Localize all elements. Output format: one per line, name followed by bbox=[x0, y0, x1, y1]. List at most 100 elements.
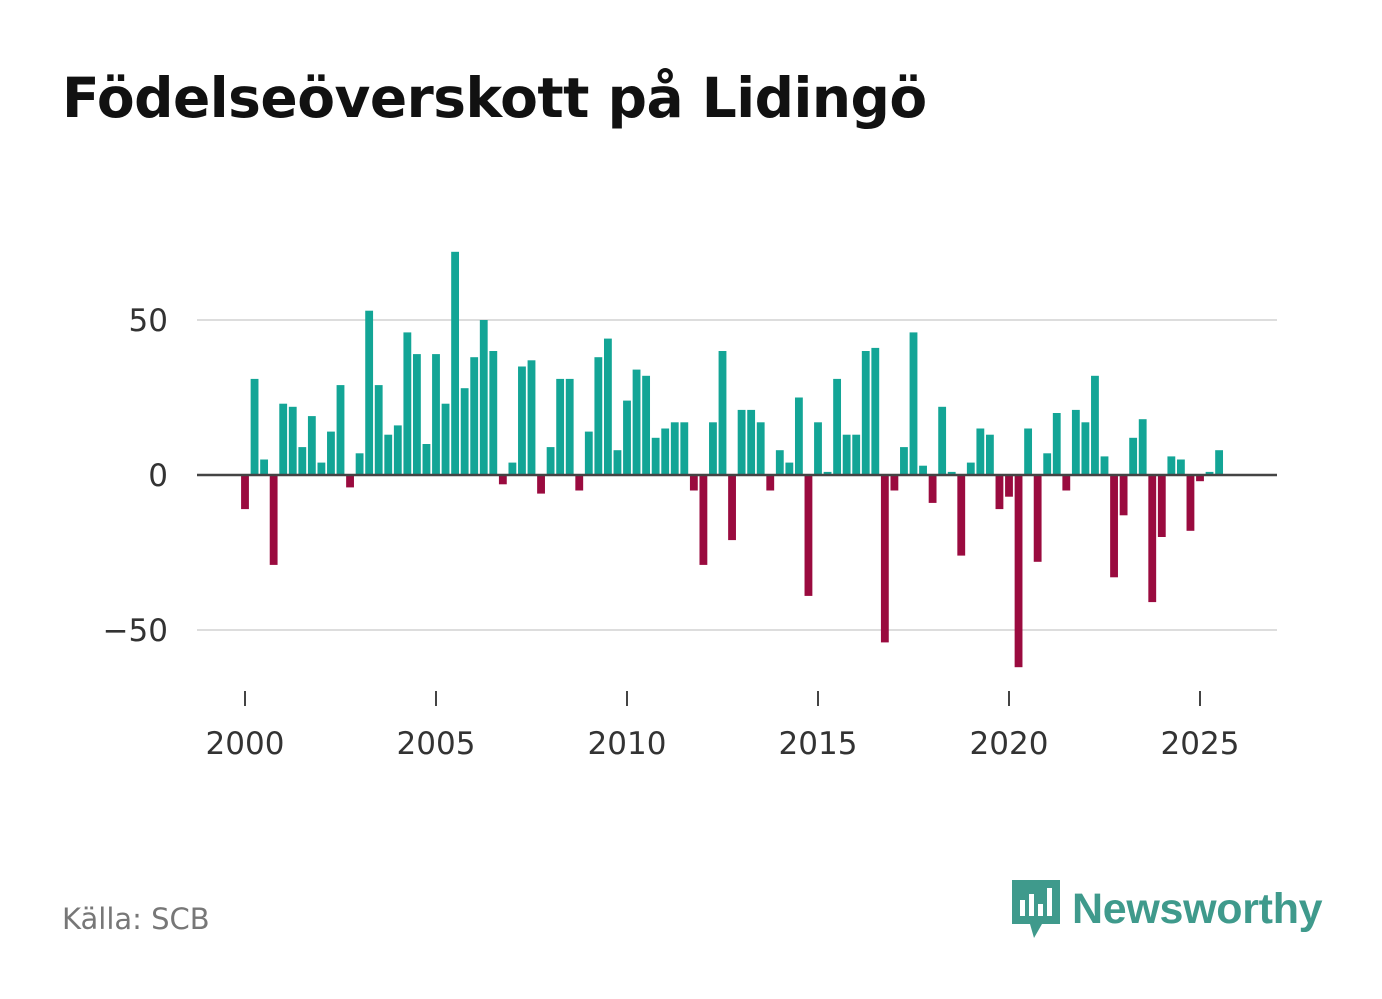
bar bbox=[613, 450, 622, 475]
bar bbox=[880, 475, 889, 643]
bar bbox=[1043, 453, 1052, 475]
bar bbox=[498, 475, 507, 485]
bar bbox=[479, 320, 488, 475]
x-tick-label: 2000 bbox=[206, 726, 285, 762]
bar bbox=[775, 450, 784, 475]
newsworthy-logo-icon bbox=[1012, 880, 1060, 938]
bar bbox=[689, 475, 698, 491]
bar bbox=[670, 422, 679, 475]
bar bbox=[288, 406, 297, 475]
bar bbox=[995, 475, 1004, 510]
bar bbox=[575, 475, 584, 491]
bar bbox=[632, 369, 641, 475]
x-tick-label: 2005 bbox=[397, 726, 476, 762]
bar bbox=[374, 385, 383, 475]
y-tick-label: 50 bbox=[129, 303, 168, 339]
bar bbox=[823, 471, 832, 475]
bar bbox=[1071, 409, 1080, 475]
bar bbox=[756, 422, 765, 475]
bar bbox=[1052, 413, 1061, 475]
bar bbox=[1062, 475, 1071, 491]
bar bbox=[642, 375, 651, 475]
bar bbox=[489, 351, 498, 475]
bar bbox=[346, 475, 354, 488]
bar bbox=[470, 357, 479, 475]
bar bbox=[1024, 428, 1033, 475]
bar bbox=[1081, 422, 1090, 475]
bar bbox=[976, 428, 985, 475]
bar bbox=[1157, 475, 1166, 537]
brand-logo[interactable]: Newsworthy bbox=[1010, 878, 1323, 940]
x-tick-label: 2010 bbox=[588, 726, 667, 762]
bar bbox=[365, 310, 374, 475]
bar bbox=[279, 403, 288, 475]
chart-title: Födelseöverskott på Lidingö bbox=[62, 66, 927, 130]
bar bbox=[861, 351, 870, 475]
bar bbox=[900, 447, 908, 475]
bar bbox=[1167, 456, 1176, 475]
bar bbox=[269, 475, 278, 565]
bar bbox=[804, 475, 813, 596]
bar bbox=[546, 447, 555, 475]
bar bbox=[317, 462, 326, 475]
bar bbox=[814, 422, 822, 475]
bar bbox=[651, 437, 660, 475]
bar-series bbox=[241, 251, 1224, 668]
bar bbox=[1005, 475, 1013, 497]
bar bbox=[766, 475, 775, 491]
bar bbox=[336, 385, 345, 475]
bar bbox=[985, 434, 994, 475]
bar bbox=[1186, 475, 1195, 531]
bar bbox=[785, 462, 794, 475]
bar bbox=[947, 471, 956, 475]
bar bbox=[298, 447, 307, 475]
bar bbox=[909, 332, 918, 475]
bar bbox=[1215, 450, 1224, 475]
bar bbox=[966, 462, 975, 475]
bar bbox=[680, 422, 689, 475]
bar bbox=[327, 431, 335, 475]
bar bbox=[890, 475, 899, 491]
bar bbox=[393, 425, 402, 475]
bar bbox=[1091, 375, 1099, 475]
bar bbox=[518, 366, 526, 475]
bar bbox=[1148, 475, 1157, 603]
bar bbox=[919, 465, 927, 475]
bar bbox=[584, 431, 593, 475]
bar bbox=[728, 475, 736, 541]
x-tick-label: 2015 bbox=[779, 726, 858, 762]
y-tick-label: 0 bbox=[148, 458, 168, 494]
x-axis: 2000 2005 2010 2015 2020 2025 bbox=[206, 691, 1239, 762]
x-tick-label: 2020 bbox=[970, 726, 1049, 762]
bar bbox=[460, 388, 469, 475]
bar bbox=[709, 422, 717, 475]
bar bbox=[794, 397, 803, 475]
y-tick-label: −50 bbox=[103, 613, 168, 649]
bar bbox=[432, 354, 440, 475]
bar bbox=[451, 251, 460, 475]
bar bbox=[661, 428, 670, 475]
bar bbox=[871, 347, 880, 475]
bar bbox=[1110, 475, 1118, 578]
bar bbox=[603, 338, 612, 475]
bar bbox=[938, 406, 947, 475]
bar bbox=[355, 453, 364, 475]
gridlines bbox=[197, 319, 1277, 631]
bar bbox=[747, 409, 756, 475]
bar bbox=[260, 459, 269, 475]
bar bbox=[737, 409, 746, 475]
bar bbox=[527, 360, 536, 475]
bar bbox=[1014, 475, 1023, 668]
bar bbox=[699, 475, 708, 565]
bar bbox=[403, 332, 412, 475]
bar bbox=[250, 378, 259, 475]
bar bbox=[1129, 437, 1138, 475]
source-label: Källa: SCB bbox=[62, 902, 210, 936]
bar bbox=[1176, 459, 1185, 475]
bar bbox=[718, 351, 727, 475]
bar bbox=[833, 378, 842, 475]
bar bbox=[537, 475, 545, 494]
bar bbox=[508, 462, 517, 475]
y-axis: −50 0 50 bbox=[103, 303, 168, 649]
